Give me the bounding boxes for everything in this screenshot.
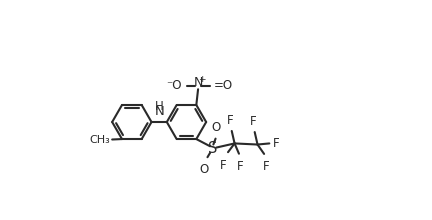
Text: =O: =O [214,79,233,92]
Text: S: S [208,141,217,156]
Text: H: H [155,100,164,113]
Text: F: F [220,159,227,172]
Text: ⁻O: ⁻O [167,79,182,92]
Text: +: + [198,75,206,84]
Text: F: F [273,137,280,150]
Text: O: O [199,163,208,176]
Text: O: O [211,121,220,134]
Text: CH₃: CH₃ [89,135,110,145]
Text: F: F [263,160,269,174]
Text: N: N [154,105,164,118]
Text: F: F [237,160,243,173]
Text: N: N [194,76,203,89]
Text: F: F [250,115,257,128]
Text: F: F [227,114,234,127]
